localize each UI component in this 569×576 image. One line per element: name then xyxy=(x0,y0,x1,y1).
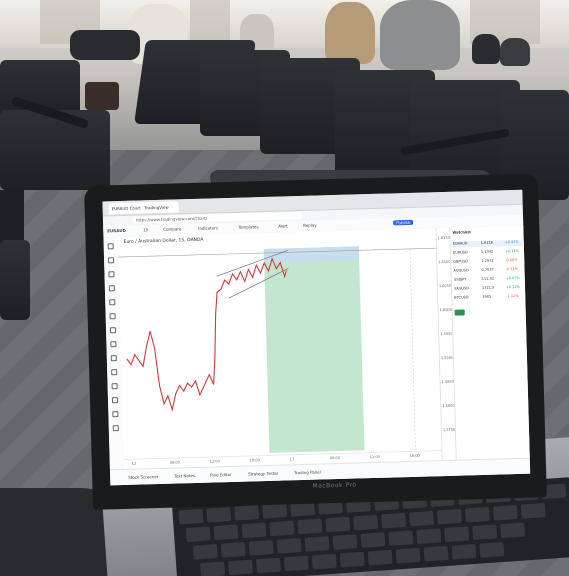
time-tick: 13 xyxy=(289,457,295,462)
trading-panel-tab[interactable]: Trading Panel xyxy=(294,469,321,476)
airport-seat xyxy=(0,110,110,190)
long-position-target-zone xyxy=(263,246,365,453)
watchlist-panel: Watchlist EURAUD 1.6118 +0.42% EURUSD 1.134… xyxy=(449,225,531,460)
price-tick: 1.6100 xyxy=(438,259,451,265)
alert-button[interactable]: Alert xyxy=(278,223,288,229)
pattern-icon[interactable] xyxy=(108,285,115,292)
fib-icon[interactable] xyxy=(108,271,115,278)
crosshair-icon[interactable] xyxy=(107,243,114,250)
forecast-icon[interactable] xyxy=(109,299,116,306)
price-tick: 1.5900 xyxy=(440,355,454,361)
watchlist-row[interactable]: XAUUSD 1321.5 +0.22% xyxy=(453,284,521,291)
time-tick: 18:00 xyxy=(409,453,420,459)
zoom-icon[interactable] xyxy=(111,369,118,376)
stock-screener-tab[interactable]: Stock Screener xyxy=(128,474,159,480)
watchlist-header: Watchlist xyxy=(452,230,471,235)
time-tick: 12:00 xyxy=(209,459,220,464)
price-tick: 1.6000 xyxy=(439,307,452,313)
time-tick: 06:00 xyxy=(169,460,180,465)
shape-icon[interactable] xyxy=(109,313,116,320)
traveler-person xyxy=(380,0,460,70)
time-tick: 06:00 xyxy=(329,455,340,461)
price-tick: 1.5850 xyxy=(441,379,454,385)
trash-icon[interactable] xyxy=(112,425,119,432)
watchlist-row[interactable]: EURAUD 1.6118 +0.42% xyxy=(452,239,523,248)
traveler-person xyxy=(500,38,530,66)
channel-upper-line[interactable] xyxy=(216,250,289,277)
time-tick: 12 xyxy=(131,461,137,466)
laptop-screen: EURAUD Chart · TradingView https://www.t… xyxy=(102,189,531,486)
price-tick: 1.5750 xyxy=(442,427,456,433)
templates-button[interactable]: Templates xyxy=(238,224,259,230)
long-position-stop-zone xyxy=(263,246,360,263)
pine-editor-tab[interactable]: Pine Editor xyxy=(210,471,232,478)
magnet-icon[interactable] xyxy=(111,383,118,390)
crosshair-vertical xyxy=(409,248,416,459)
eye-icon[interactable] xyxy=(112,411,119,418)
price-tick: 1.6050 xyxy=(438,283,452,289)
symbol-search-button[interactable]: EURAUD xyxy=(107,227,126,234)
watchlist-row[interactable]: EURUSD 1.1342 +0.11% xyxy=(452,248,520,255)
text-notes-tab[interactable]: Text Notes xyxy=(174,473,196,479)
laptop-logo-text: MacBook Pro xyxy=(312,481,357,490)
interval-button[interactable]: 15 xyxy=(143,227,149,233)
icon-tool-icon[interactable] xyxy=(110,341,117,348)
channel-lower-line[interactable] xyxy=(228,268,289,299)
publish-button[interactable]: Publish xyxy=(393,219,414,226)
wall-panel xyxy=(190,0,230,44)
watchlist-row[interactable]: GBPUSD 1.2931 -0.08% xyxy=(453,257,518,264)
price-line xyxy=(126,257,287,412)
browser-tab-bar: EURAUD Chart · TradingView xyxy=(102,189,523,217)
traveler-person xyxy=(325,2,375,64)
price-chart[interactable]: Euro / Australian Dollar, 15, OANDA xyxy=(117,228,442,469)
airport-seat xyxy=(0,240,30,320)
watchlist-row[interactable]: BTCUSD 3901 -1.12% xyxy=(454,293,519,300)
time-tick: 18:00 xyxy=(249,458,260,463)
browser-tab[interactable]: EURAUD Chart · TradingView xyxy=(108,201,179,215)
price-tick: 1.6150 xyxy=(437,235,450,241)
chart-svg xyxy=(117,246,436,459)
price-tick: 1.5800 xyxy=(442,403,455,409)
traveler-person xyxy=(472,34,500,64)
watchlist-row[interactable]: USDJPY 111.42 +0.05% xyxy=(453,275,520,282)
lock-icon[interactable] xyxy=(111,397,119,404)
strategy-tester-tab[interactable]: Strategy Tester xyxy=(248,470,279,477)
time-tick: 12:00 xyxy=(369,454,380,460)
ruler-icon[interactable] xyxy=(110,355,117,362)
indicators-button[interactable]: Indicators xyxy=(198,225,219,231)
horizontal-line[interactable] xyxy=(117,247,436,258)
trendline-icon[interactable] xyxy=(108,257,115,264)
laptop-lid: EURAUD Chart · TradingView https://www.t… xyxy=(84,173,547,510)
green-badge xyxy=(454,309,465,316)
replay-button[interactable]: Replay xyxy=(303,222,317,228)
traveler-legs xyxy=(70,30,140,60)
price-tick: 1.5950 xyxy=(440,331,453,337)
text-icon[interactable] xyxy=(109,327,117,334)
watchlist-row[interactable]: AUDUSD 0.7037 -0.31% xyxy=(453,266,518,273)
compare-button[interactable]: Compare xyxy=(163,226,182,232)
bag xyxy=(85,82,119,110)
